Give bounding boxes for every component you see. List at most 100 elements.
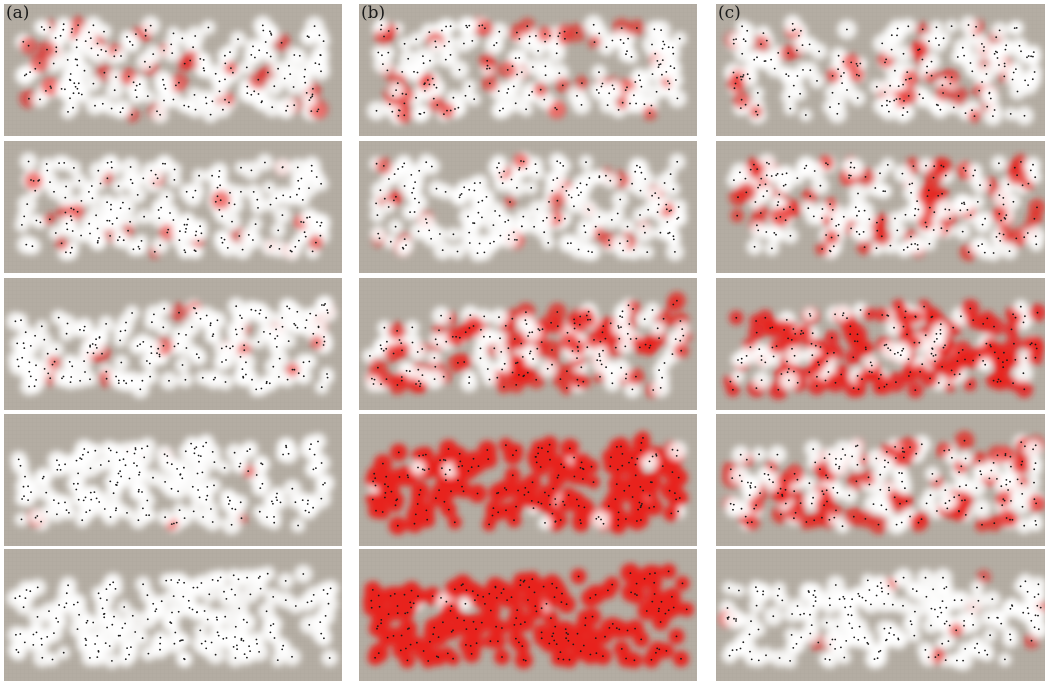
particle-dot (846, 28, 848, 31)
particle-dot (524, 319, 527, 322)
particle-dot (630, 591, 632, 594)
particle-dot (55, 617, 58, 620)
particle-dot (771, 326, 774, 329)
particle-dot (276, 499, 278, 501)
particle-dot (548, 201, 550, 203)
particle-dot (589, 318, 592, 321)
particle-dot (413, 522, 416, 525)
particle-dot (857, 192, 859, 195)
particle-dot (617, 327, 620, 329)
particle-dot (427, 79, 429, 81)
particle-dot (906, 71, 909, 73)
particle-dot (160, 600, 163, 603)
particle-dot (527, 335, 529, 337)
particle-dot (322, 40, 325, 42)
particle-dot (969, 383, 971, 386)
particle-dot (326, 312, 329, 314)
particle-dot (318, 34, 321, 37)
particle-dot (164, 516, 167, 519)
particle-dot (533, 591, 536, 594)
particle-dot (640, 638, 643, 641)
particle-dot (79, 379, 81, 382)
particle-dot (1029, 169, 1032, 172)
particle-dot (671, 471, 674, 473)
particle-dot (412, 187, 415, 190)
particle-dot (156, 352, 158, 355)
particle-dot (313, 25, 316, 27)
particle-dot (413, 211, 416, 213)
particle-dot (450, 630, 453, 633)
particle-dot (213, 484, 215, 487)
particle-dot (178, 579, 181, 581)
particle-dot (498, 214, 501, 217)
particle-dot (1031, 78, 1034, 81)
particle-dot (279, 501, 282, 504)
particle-dot (45, 163, 48, 165)
particle-dot (403, 238, 406, 240)
particle-dot (535, 461, 538, 464)
particle-dot (493, 44, 495, 47)
particle-dot (885, 58, 887, 61)
particle-dot (115, 507, 118, 510)
particle-dot (1012, 71, 1015, 74)
particle-dot (211, 579, 214, 581)
particle-dot (815, 385, 818, 387)
particle-dot (376, 627, 378, 630)
particle-dot (1036, 206, 1038, 209)
particle-dot (537, 501, 540, 504)
particle-dot (570, 242, 572, 244)
particle-dot (842, 215, 845, 218)
particle-dot (905, 78, 907, 81)
particle-dot (842, 60, 845, 63)
particle-dot (984, 363, 987, 366)
particle-dot (821, 248, 823, 250)
particle-dot (602, 522, 605, 525)
particle-dot (310, 443, 312, 446)
particle-dot (106, 201, 108, 204)
particle-dot (59, 469, 62, 471)
particle-dot (561, 186, 564, 188)
particle-dot (193, 452, 196, 455)
particle-dot (97, 240, 99, 242)
particle-dot (611, 623, 614, 625)
particle-dot (946, 229, 948, 232)
particle-dot (387, 206, 390, 208)
particle-dot (200, 232, 203, 235)
particle-dot (685, 608, 688, 611)
particle-dot (240, 190, 242, 193)
particle-dot (138, 83, 141, 86)
particle-dot (544, 40, 546, 43)
particle-dot (258, 312, 261, 315)
particle-dot (573, 322, 576, 325)
particle-dot (829, 106, 831, 108)
particle-dot (152, 602, 155, 605)
particle-dot (567, 494, 570, 496)
particle-dot (250, 308, 253, 311)
particle-dot (62, 651, 65, 654)
particle-dot (16, 342, 19, 345)
particle-dot (807, 207, 810, 210)
particle-dot (576, 187, 579, 189)
particle-dot (442, 458, 445, 461)
particle-dot (753, 58, 756, 61)
particle-dot (393, 173, 396, 175)
particle-dot (257, 341, 260, 343)
particle-dot (672, 238, 675, 241)
particle-dot (310, 110, 313, 112)
particle-dot (616, 446, 618, 448)
particle-dot (560, 601, 563, 603)
particle-dot (380, 28, 382, 31)
particle-dot (502, 588, 505, 590)
particle-dot (1026, 56, 1028, 59)
particle-dot (639, 506, 642, 509)
particle-dot (370, 599, 373, 602)
particle-dot (94, 104, 96, 107)
particle-dot (486, 368, 489, 370)
particle-dot (918, 93, 921, 96)
particle-dot (638, 346, 641, 349)
particle-dot (489, 640, 492, 643)
particle-dot (69, 79, 72, 82)
particle-dot (841, 314, 844, 317)
particle-dot (944, 208, 947, 211)
panel-b-1 (359, 4, 697, 136)
